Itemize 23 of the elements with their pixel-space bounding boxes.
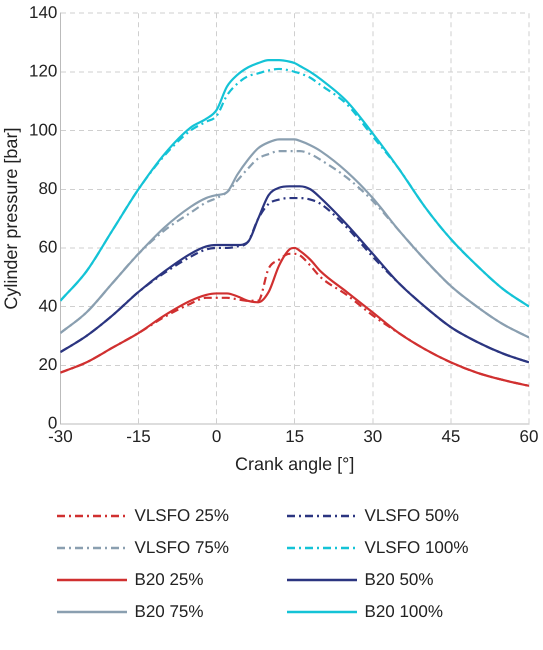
legend-label: VLSFO 50% bbox=[364, 506, 459, 526]
x-tick-label: 15 bbox=[285, 426, 304, 446]
x-tick-label: 30 bbox=[363, 426, 382, 446]
y-tick-label: 60 bbox=[38, 238, 58, 257]
y-tick-label: 20 bbox=[38, 355, 58, 374]
legend-label: B20 25% bbox=[134, 570, 204, 590]
legend-label: B20 75% bbox=[134, 602, 204, 622]
legend-label: VLSFO 75% bbox=[134, 538, 229, 558]
y-tick-label: 80 bbox=[38, 178, 58, 198]
legend-label: VLSFO 25% bbox=[134, 506, 229, 526]
y-tick-label: 140 bbox=[28, 2, 58, 22]
y-tick-label: 120 bbox=[28, 62, 58, 81]
x-tick-label: 0 bbox=[212, 426, 222, 446]
y-tick-label: 100 bbox=[28, 120, 58, 140]
x-tick-label: 45 bbox=[441, 426, 460, 446]
legend-label: VLSFO 100% bbox=[364, 538, 468, 558]
y-tick-label: 40 bbox=[38, 296, 58, 316]
legend-label: B20 50% bbox=[364, 570, 434, 590]
legend-label: B20 100% bbox=[364, 602, 443, 622]
y-axis-title: Cylinder pressure [bar] bbox=[0, 128, 21, 310]
x-tick-label: -15 bbox=[126, 426, 151, 446]
x-tick-label: 60 bbox=[520, 426, 538, 446]
x-axis-title: Crank angle [°] bbox=[235, 454, 354, 474]
